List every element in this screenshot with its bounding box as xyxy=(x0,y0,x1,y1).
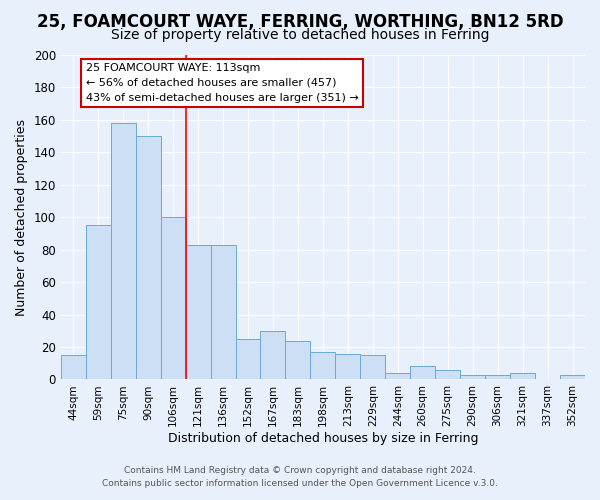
Y-axis label: Number of detached properties: Number of detached properties xyxy=(15,118,28,316)
Bar xyxy=(211,245,236,380)
Bar xyxy=(385,373,410,380)
Bar xyxy=(310,352,335,380)
Bar xyxy=(361,355,385,380)
Bar xyxy=(560,374,585,380)
Text: Size of property relative to detached houses in Ferring: Size of property relative to detached ho… xyxy=(111,28,489,42)
Text: 25 FOAMCOURT WAYE: 113sqm
← 56% of detached houses are smaller (457)
43% of semi: 25 FOAMCOURT WAYE: 113sqm ← 56% of detac… xyxy=(86,63,359,102)
Bar xyxy=(335,354,361,380)
Bar xyxy=(460,374,485,380)
Bar xyxy=(86,226,111,380)
Bar xyxy=(111,123,136,380)
Bar xyxy=(260,331,286,380)
Bar xyxy=(410,366,435,380)
Bar xyxy=(161,217,185,380)
X-axis label: Distribution of detached houses by size in Ferring: Distribution of detached houses by size … xyxy=(167,432,478,445)
Bar xyxy=(435,370,460,380)
Text: Contains HM Land Registry data © Crown copyright and database right 2024.
Contai: Contains HM Land Registry data © Crown c… xyxy=(102,466,498,487)
Bar xyxy=(510,373,535,380)
Text: 25, FOAMCOURT WAYE, FERRING, WORTHING, BN12 5RD: 25, FOAMCOURT WAYE, FERRING, WORTHING, B… xyxy=(37,12,563,30)
Bar xyxy=(485,374,510,380)
Bar xyxy=(185,245,211,380)
Bar xyxy=(236,339,260,380)
Bar xyxy=(61,355,86,380)
Bar xyxy=(136,136,161,380)
Bar xyxy=(286,340,310,380)
